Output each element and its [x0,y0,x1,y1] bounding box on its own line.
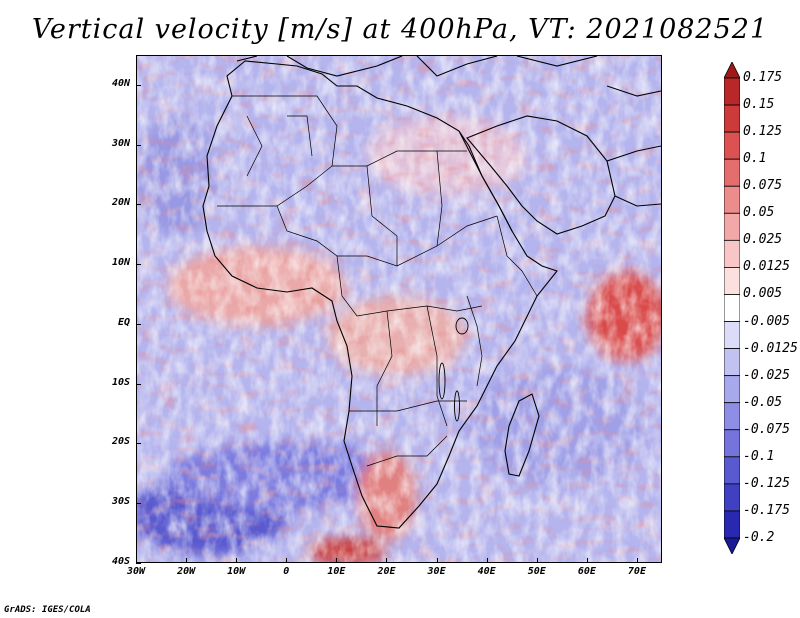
lat-tick-label: 20N [111,197,130,209]
colorbar-segment [724,402,740,431]
country-borders [217,95,538,467]
lat-tick-label: 30S [111,496,130,508]
iran-coast [606,145,661,207]
lon-tick-mark [236,558,238,563]
colorbar-level-label: -0.0125 [743,340,798,356]
colorbar-segment [724,77,740,106]
europe-coast [236,56,661,97]
map-panel [136,55,662,563]
lat-tick-mark [136,264,141,266]
lon-tick-label: 40E [477,566,496,577]
lat-tick-label: 30N [111,137,130,149]
colorbar-level-label: 0.05 [743,205,775,221]
lat-tick-mark [136,144,141,146]
lon-tick-label: 10W [227,566,246,577]
colorbar-level-label: 0.025 [743,232,783,248]
lon-tick-label: 70E [627,566,646,577]
lat-tick-label: 40S [111,556,130,567]
colorbar-bottom-arrow [724,537,740,554]
lat-tick-mark [136,443,141,445]
lat-tick-mark [136,563,141,564]
colorbar-segment [724,131,740,160]
lat-tick-label: EQ [117,316,130,328]
colorbar-level-label: 0.075 [743,178,783,194]
lon-tick-label: 20W [177,566,196,577]
lat-tick-label: 10N [111,257,130,269]
lat-tick-mark [136,383,141,385]
lon-tick-mark [536,558,538,563]
colorbar-level-label: 0.125 [743,124,783,140]
colorbar-segment [724,375,740,404]
colorbar-segment [724,239,740,268]
lon-tick-mark [186,558,188,563]
colorbar-segment [724,158,740,187]
lon-tick-mark [486,558,488,563]
colorbar-segment [724,104,740,133]
colorbar-level-label: -0.075 [743,421,790,437]
lon-tick-label: 10E [327,566,346,577]
lat-tick-mark [136,323,141,325]
lat-tick-label: 20S [111,436,130,448]
madagascar [504,393,540,477]
lon-tick-label: 0 [283,566,290,577]
colorbar-segment [724,429,740,458]
coastlines [202,56,661,529]
lon-tick-label: 30W [126,566,146,577]
chart-title: Vertical velocity [m/s] at 400hPa, VT: 2… [31,14,769,45]
lon-tick-mark [336,558,338,563]
colorbar-segment [724,510,740,539]
colorbar [724,62,740,554]
field-streaks [137,56,661,562]
colorbar-level-label: 0.1 [743,151,767,167]
lon-tick-mark [636,558,638,563]
colorbar-level-label: 0.15 [743,97,775,113]
grads-credit: GrADS: IGES/COLA [4,605,91,615]
colorbar-segment [724,321,740,349]
colorbar-level-label: -0.125 [743,475,790,491]
lon-tick-label: 20E [377,566,396,577]
colorbar-segment [724,267,740,295]
arabia [466,115,616,235]
lat-tick-mark [136,84,141,86]
colorbar-level-label: -0.05 [743,394,783,410]
colorbar-level-label: 0.0125 [743,259,790,275]
lat-tick-label: 40N [111,77,130,89]
colorbar-top-arrow [724,62,740,79]
colorbar-level-label: -0.2 [743,530,775,545]
lon-tick-label: 60E [577,566,596,577]
lon-tick-label: 30E [427,566,446,577]
colorbar-segment [724,483,740,512]
lon-tick-mark [436,558,438,563]
colorbar-segment [724,185,740,214]
africa-coast [202,60,558,529]
colorbar-level-label: -0.005 [743,313,790,329]
lat-tick-mark [136,204,141,206]
lon-tick-label: 50E [527,566,546,577]
lakes [438,317,469,422]
colorbar-level-label: 0.005 [743,286,783,302]
colorbar-segment [724,456,740,485]
colorbar-segment [724,348,740,377]
lat-tick-mark [136,503,141,505]
colorbar-level-label: -0.025 [743,367,790,383]
lon-tick-mark [286,558,288,563]
colorbar-level-label: -0.1 [743,448,775,464]
colorbar-level-label: 0.175 [743,70,783,85]
lon-tick-mark [136,558,137,563]
lon-tick-mark [586,558,588,563]
lon-tick-mark [386,558,388,563]
lat-tick-label: 10S [111,376,130,388]
colorbar-segment [724,212,740,241]
colorbar-level-label: -0.175 [743,502,790,518]
colorbar-segment [724,294,740,322]
red-sea [458,130,513,232]
